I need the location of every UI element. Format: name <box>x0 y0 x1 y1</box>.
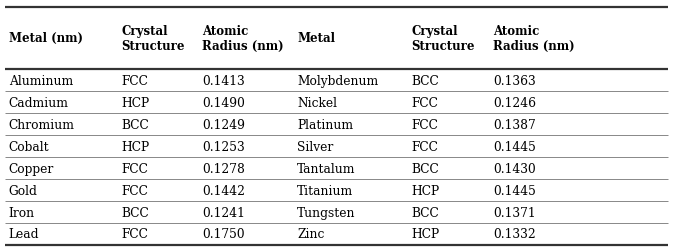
Text: Lead: Lead <box>9 228 39 240</box>
Text: Crystal
Structure: Crystal Structure <box>412 25 475 53</box>
Text: FCC: FCC <box>412 140 439 153</box>
Text: Cobalt: Cobalt <box>9 140 49 153</box>
Text: Aluminum: Aluminum <box>9 74 73 88</box>
Text: Zinc: Zinc <box>297 228 325 240</box>
Text: Crystal
Structure: Crystal Structure <box>122 25 185 53</box>
Text: Metal: Metal <box>297 32 335 45</box>
Text: Platinum: Platinum <box>297 118 353 131</box>
Text: Titanium: Titanium <box>297 184 353 197</box>
Text: 0.1442: 0.1442 <box>202 184 246 197</box>
Text: HCP: HCP <box>122 96 150 109</box>
Text: Silver: Silver <box>297 140 333 153</box>
Text: Copper: Copper <box>9 162 54 175</box>
Text: Tantalum: Tantalum <box>297 162 356 175</box>
Text: 0.1445: 0.1445 <box>493 184 536 197</box>
Text: 0.1241: 0.1241 <box>202 206 246 219</box>
Text: BCC: BCC <box>412 206 439 219</box>
Text: BCC: BCC <box>122 206 149 219</box>
Text: 0.1430: 0.1430 <box>493 162 535 175</box>
Text: HCP: HCP <box>122 140 150 153</box>
Text: 0.1278: 0.1278 <box>202 162 246 175</box>
Text: 0.1253: 0.1253 <box>202 140 245 153</box>
Text: Gold: Gold <box>9 184 38 197</box>
Text: 0.1249: 0.1249 <box>202 118 246 131</box>
Text: FCC: FCC <box>122 228 148 240</box>
Text: 0.1490: 0.1490 <box>202 96 246 109</box>
Text: Chromium: Chromium <box>9 118 75 131</box>
Text: HCP: HCP <box>412 184 440 197</box>
Text: FCC: FCC <box>412 96 439 109</box>
Text: 0.1413: 0.1413 <box>202 74 245 88</box>
Text: Molybdenum: Molybdenum <box>297 74 378 88</box>
Text: BCC: BCC <box>412 74 439 88</box>
Text: 0.1363: 0.1363 <box>493 74 535 88</box>
Text: Cadmium: Cadmium <box>9 96 69 109</box>
Text: 0.1371: 0.1371 <box>493 206 535 219</box>
Text: BCC: BCC <box>122 118 149 131</box>
Text: BCC: BCC <box>412 162 439 175</box>
Text: Iron: Iron <box>9 206 35 219</box>
Text: 0.1332: 0.1332 <box>493 228 535 240</box>
Text: FCC: FCC <box>122 74 148 88</box>
Text: FCC: FCC <box>122 162 148 175</box>
Text: HCP: HCP <box>412 228 440 240</box>
Text: 0.1246: 0.1246 <box>493 96 536 109</box>
Text: Atomic
Radius (nm): Atomic Radius (nm) <box>202 25 284 53</box>
Text: FCC: FCC <box>412 118 439 131</box>
Text: Metal (nm): Metal (nm) <box>9 32 83 45</box>
Text: Nickel: Nickel <box>297 96 337 109</box>
Text: 0.1750: 0.1750 <box>202 228 245 240</box>
Text: Atomic
Radius (nm): Atomic Radius (nm) <box>493 25 574 53</box>
Text: 0.1387: 0.1387 <box>493 118 535 131</box>
Text: 0.1445: 0.1445 <box>493 140 536 153</box>
Text: FCC: FCC <box>122 184 148 197</box>
Text: Tungsten: Tungsten <box>297 206 356 219</box>
